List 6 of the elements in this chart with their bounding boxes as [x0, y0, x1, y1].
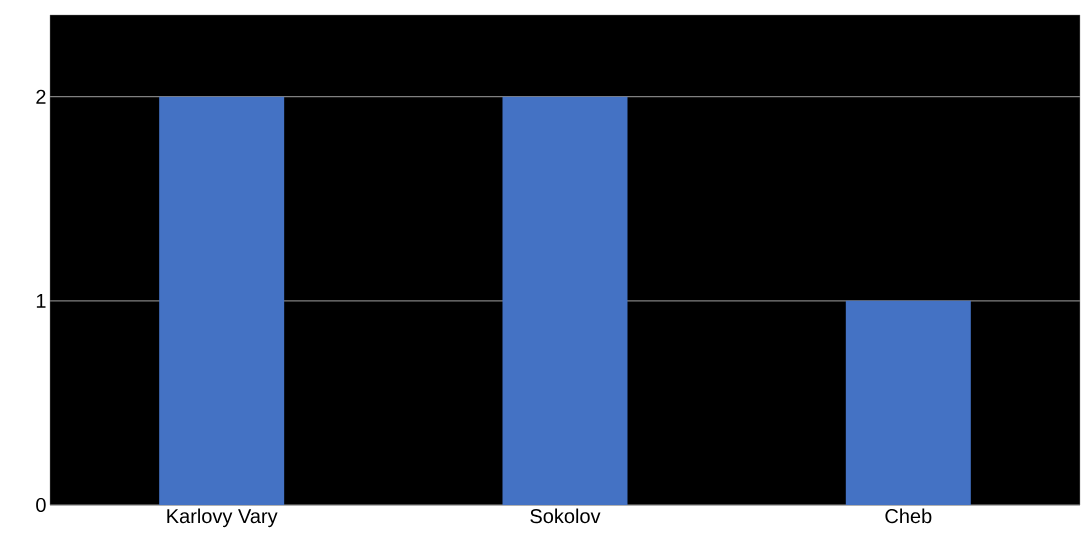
- x-tick-label: Sokolov: [530, 508, 601, 524]
- x-tick-label: Karlovy Vary: [167, 508, 278, 528]
- x-tick-label: Cheb: [885, 508, 932, 524]
- y-tick-label: 2: [36, 89, 46, 104]
- y-tick-label: 0: [36, 497, 46, 513]
- y-tick-label: 1: [36, 293, 46, 308]
